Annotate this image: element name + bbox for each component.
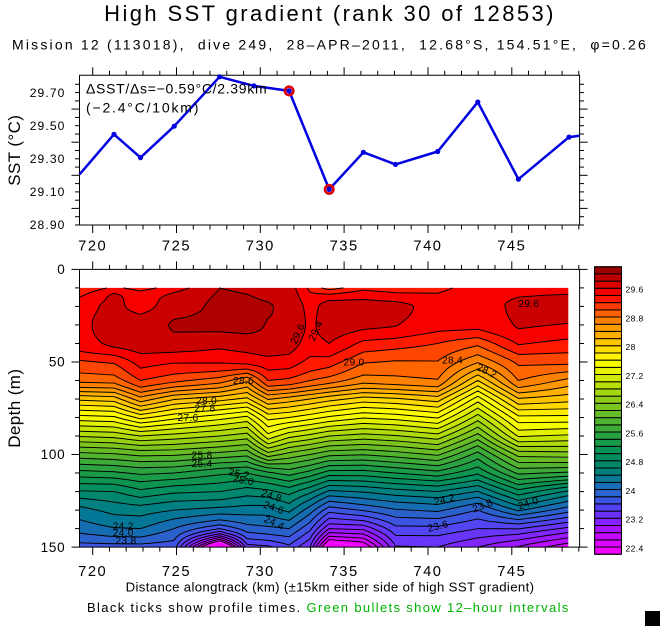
svg-text:745: 745 bbox=[497, 564, 526, 580]
svg-text:100: 100 bbox=[41, 447, 66, 462]
svg-text:720: 720 bbox=[78, 239, 107, 255]
svg-text:29.50: 29.50 bbox=[30, 119, 66, 133]
svg-text:26.4: 26.4 bbox=[626, 400, 644, 410]
svg-text:150: 150 bbox=[41, 540, 66, 555]
svg-text:Distance alongtrack (km) (±15k: Distance alongtrack (km) (±15km either s… bbox=[126, 580, 535, 595]
svg-text:25.4: 25.4 bbox=[191, 459, 212, 470]
svg-text:Mission 12 (113018), dive 249: Mission 12 (113018), dive 249, 28–APR–20… bbox=[12, 37, 648, 53]
svg-text:50: 50 bbox=[49, 355, 66, 370]
svg-text:27.8: 27.8 bbox=[194, 404, 215, 415]
svg-text:22.4: 22.4 bbox=[626, 543, 644, 553]
svg-text:28.2: 28.2 bbox=[475, 362, 499, 381]
svg-text:23.8: 23.8 bbox=[115, 536, 136, 547]
svg-text:25.2: 25.2 bbox=[228, 467, 251, 482]
svg-text:23.2: 23.2 bbox=[626, 515, 644, 525]
svg-text:29.4: 29.4 bbox=[307, 319, 326, 343]
svg-text:(−2.4°C/10km): (−2.4°C/10km) bbox=[86, 100, 200, 116]
svg-text:Black ticks show profile times: Black ticks show profile times. Green bu… bbox=[87, 600, 570, 615]
svg-text:24: 24 bbox=[626, 486, 636, 496]
svg-text:23.8: 23.8 bbox=[471, 497, 495, 515]
svg-text:24.0: 24.0 bbox=[113, 528, 134, 539]
svg-text:Depth (m): Depth (m) bbox=[5, 369, 24, 448]
svg-text:28.0: 28.0 bbox=[196, 396, 217, 407]
svg-text:740: 740 bbox=[413, 239, 442, 255]
svg-text:725: 725 bbox=[162, 239, 191, 255]
svg-text:SST (°C): SST (°C) bbox=[5, 115, 24, 186]
svg-text:24.8: 24.8 bbox=[626, 457, 644, 467]
svg-text:High SST gradient (rank 30 of: High SST gradient (rank 30 of 12853) bbox=[104, 1, 556, 26]
svg-text:ΔSST/Δs=−0.59°C/2.39km: ΔSST/Δs=−0.59°C/2.39km bbox=[86, 81, 267, 97]
svg-text:29.6: 29.6 bbox=[626, 285, 644, 295]
svg-text:740: 740 bbox=[413, 564, 442, 580]
svg-text:24.4: 24.4 bbox=[262, 514, 286, 533]
svg-text:27.2: 27.2 bbox=[626, 371, 644, 381]
svg-text:24.2: 24.2 bbox=[113, 522, 134, 533]
svg-text:0: 0 bbox=[57, 262, 65, 277]
svg-text:29.6: 29.6 bbox=[289, 322, 308, 346]
svg-text:25.8: 25.8 bbox=[191, 451, 212, 462]
svg-text:29.6: 29.6 bbox=[518, 299, 539, 310]
svg-text:735: 735 bbox=[330, 564, 359, 580]
svg-text:28: 28 bbox=[626, 342, 636, 352]
svg-text:24.0: 24.0 bbox=[517, 495, 540, 512]
svg-text:25.0: 25.0 bbox=[232, 473, 255, 488]
svg-text:24.2: 24.2 bbox=[433, 493, 456, 509]
svg-text:28.4: 28.4 bbox=[442, 356, 463, 367]
svg-text:25.6: 25.6 bbox=[626, 428, 644, 438]
svg-text:29.30: 29.30 bbox=[30, 152, 66, 166]
svg-text:29.0: 29.0 bbox=[343, 358, 364, 369]
svg-text:23.6: 23.6 bbox=[427, 519, 450, 535]
svg-text:28.8: 28.8 bbox=[626, 313, 644, 323]
svg-text:725: 725 bbox=[162, 564, 191, 580]
svg-text:28.6: 28.6 bbox=[233, 376, 254, 387]
svg-text:745: 745 bbox=[497, 239, 526, 255]
svg-text:28.90: 28.90 bbox=[30, 218, 66, 232]
svg-text:27.6: 27.6 bbox=[177, 413, 198, 424]
svg-text:730: 730 bbox=[246, 239, 275, 255]
svg-text:730: 730 bbox=[246, 564, 275, 580]
svg-text:720: 720 bbox=[78, 564, 107, 580]
svg-text:29.70: 29.70 bbox=[30, 86, 66, 100]
svg-text:735: 735 bbox=[330, 239, 359, 255]
svg-text:29.10: 29.10 bbox=[30, 185, 66, 199]
